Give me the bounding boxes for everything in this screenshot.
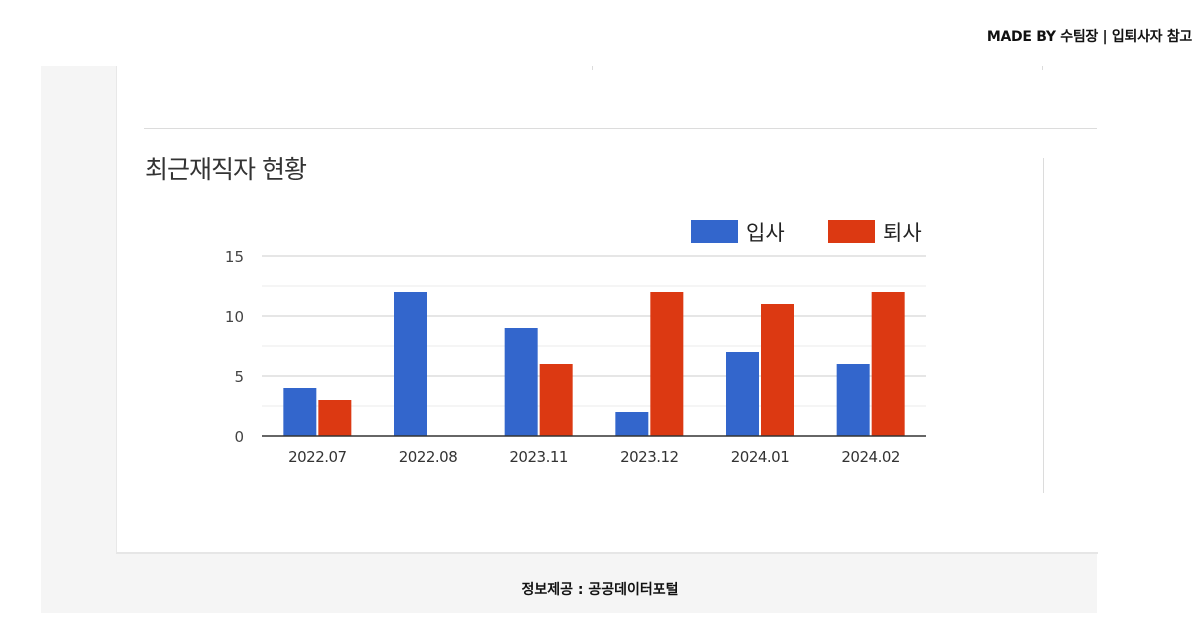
y-tick-label: 10 [225,308,244,326]
x-tick-label: 2024.02 [841,448,900,466]
bar-leave [318,400,352,436]
section-title: 최근재직자 현황 [145,155,307,184]
x-tick-label: 2024.01 [731,448,790,466]
divider-tick [592,66,593,70]
bar-hire [615,412,649,436]
bar-leave [871,292,905,436]
credit-text: MADE BY 수팀장 | 입퇴사자 참고 [986,29,1192,45]
y-tick-label: 15 [225,248,244,266]
x-tick-label: 2022.08 [399,448,458,466]
bar-leave [539,364,573,436]
x-tick-label: 2023.12 [620,448,679,466]
divider-tick [1042,66,1043,70]
y-tick-label: 0 [234,428,244,446]
legend-swatch [691,220,738,243]
y-axis-tick-labels: 0 5 10 15 [225,248,244,446]
section-divider [144,128,1097,129]
bar-hire [836,364,870,436]
bar-hire [283,388,317,436]
grid-lines [262,255,926,407]
x-tick-label: 2022.07 [288,448,347,466]
bars [283,292,905,436]
legend: 입사 퇴사 [691,220,922,245]
y-tick-label: 5 [234,368,244,386]
data-source-text: 정보제공 : 공공데이터포털 [521,582,679,598]
legend-label: 입사 [746,221,785,245]
card-side-divider [1043,158,1044,493]
x-tick-label: 2023.11 [509,448,568,466]
legend-swatch [828,220,875,243]
legend-label: 퇴사 [883,221,922,245]
x-axis-tick-labels: 2022.07 2022.08 2023.11 2023.12 2024.01 2024.… [288,448,900,466]
bar-hire [504,328,538,436]
bar-leave [650,292,684,436]
bar-hire [394,292,427,436]
bar-leave [761,304,794,436]
chart-card [116,66,1098,554]
bar-hire [726,352,759,436]
